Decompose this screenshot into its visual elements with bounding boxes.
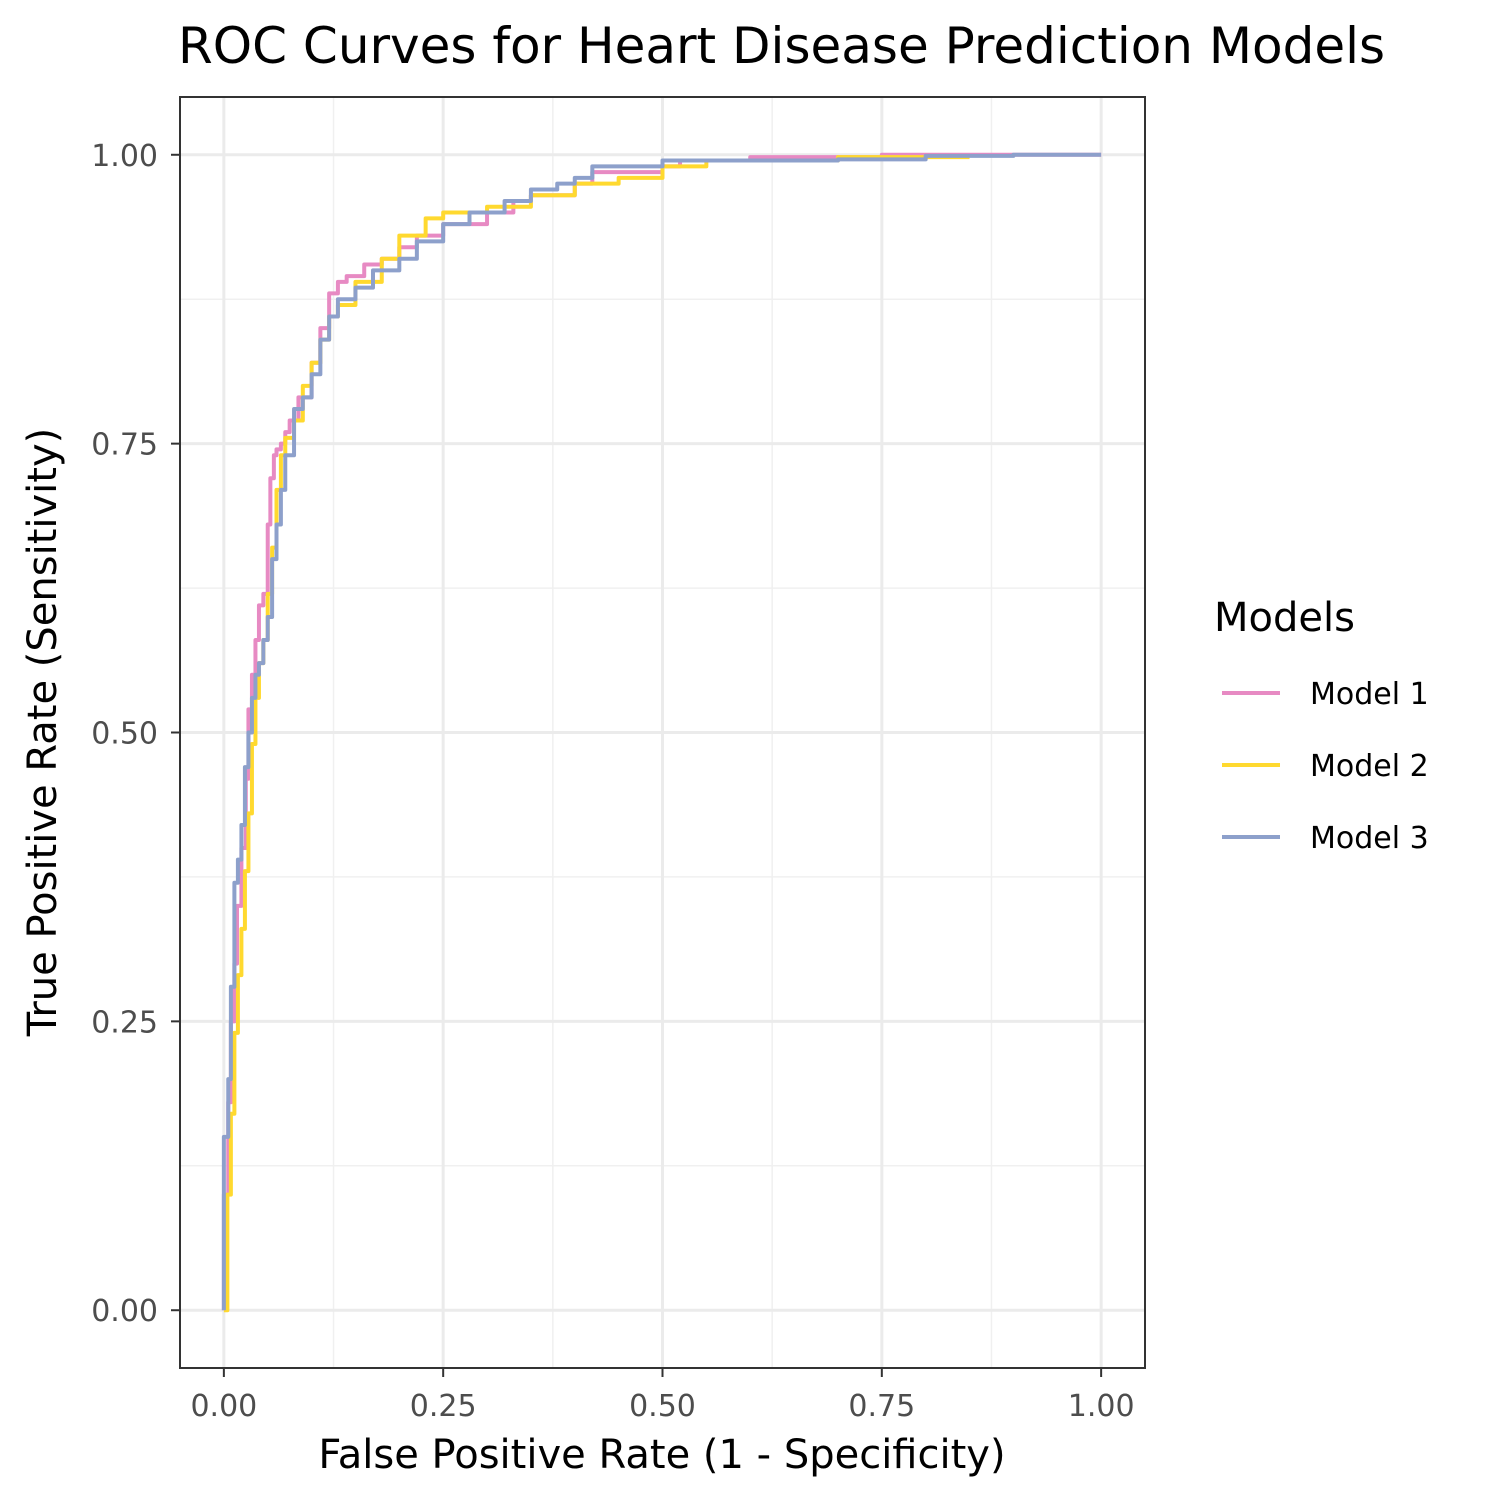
chart-title: ROC Curves for Heart Disease Prediction …: [178, 17, 1385, 75]
y-tick-label: 0.00: [91, 1294, 158, 1329]
x-tick-label: 0.25: [410, 1389, 477, 1424]
y-tick-label: 0.25: [91, 1005, 158, 1040]
legend-item-model-1: Model 1: [1222, 677, 1429, 712]
legend-item-model-2: Model 2: [1222, 749, 1429, 784]
y-axis-ticks: 0.00 0.25 0.50 0.75 1.00: [91, 139, 180, 1329]
x-tick-label: 0.00: [190, 1389, 257, 1424]
x-axis-title: False Positive Rate (1 - Specificity): [318, 1432, 1005, 1478]
y-tick-label: 0.75: [91, 428, 158, 463]
x-axis-ticks: 0.00 0.25 0.50 0.75 1.00: [190, 1368, 1135, 1424]
legend-label: Model 1: [1310, 677, 1429, 712]
series-lines: [221, 152, 1102, 1313]
y-tick-label: 0.50: [91, 717, 158, 752]
x-tick-label: 1.00: [1068, 1389, 1135, 1424]
legend-item-model-3: Model 3: [1222, 821, 1429, 856]
x-tick-label: 0.50: [629, 1389, 696, 1424]
x-tick-label: 0.75: [848, 1389, 915, 1424]
legend-title: Models: [1214, 595, 1355, 641]
series-line-model-3: [221, 152, 1102, 1311]
legend-label: Model 3: [1310, 821, 1429, 856]
legend: Model 1 Model 2 Model 3: [1222, 677, 1429, 856]
y-axis-title: True Positive Rate (Sensitivity): [20, 428, 66, 1037]
legend-label: Model 2: [1310, 749, 1429, 784]
y-tick-label: 1.00: [91, 139, 158, 174]
grid-major: [180, 97, 1145, 1368]
